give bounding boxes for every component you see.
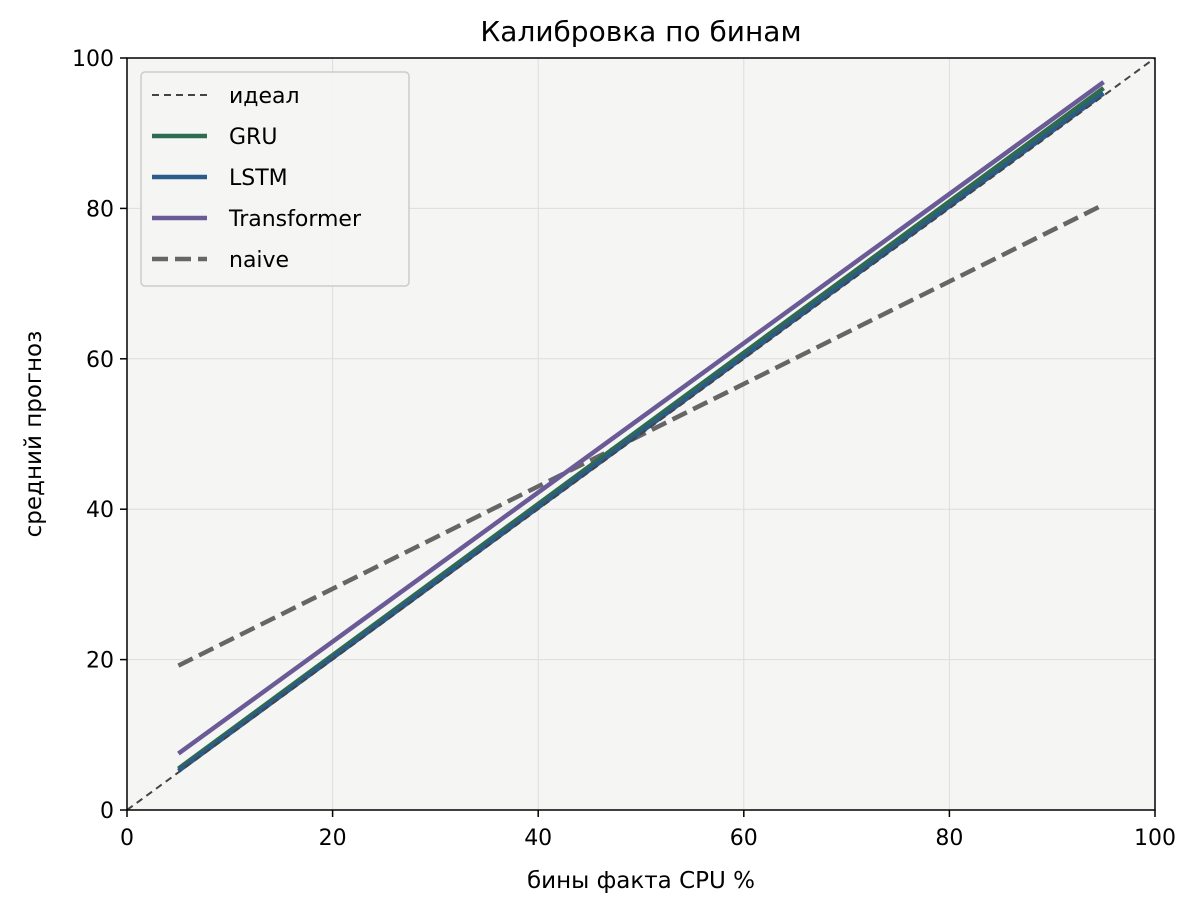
x-tick-label: 60	[730, 826, 758, 851]
series-line-lstm	[177, 91, 1105, 773]
y-tick-label: 100	[72, 47, 114, 72]
grid	[126, 57, 1156, 811]
x-tick-label: 0	[120, 826, 134, 851]
y-tick-label: 20	[86, 649, 114, 674]
y-tick-label: 0	[100, 799, 114, 824]
plot-frame	[126, 57, 1156, 811]
y-tick-label: 80	[86, 197, 114, 222]
x-tick-label: 40	[524, 826, 552, 851]
legend: идеал GRU LSTM Transformer naive	[140, 71, 410, 287]
x-tick-label: 100	[1134, 826, 1176, 851]
series-line-идеал	[127, 58, 1155, 810]
legend-label: Transformer	[228, 207, 362, 232]
series-layer	[127, 58, 1155, 810]
legend-label: LSTM	[229, 166, 288, 191]
ticks: 0 20 40 60 80 100 0 20 40 60 80 100	[72, 47, 1176, 851]
legend-label: GRU	[229, 125, 277, 150]
x-tick-label: 80	[935, 826, 963, 851]
y-tick-label: 40	[86, 498, 114, 523]
legend-label: идеал	[229, 84, 300, 109]
legend-label: naive	[229, 248, 289, 273]
y-axis-label: средний прогноз	[21, 331, 47, 538]
x-tick-label: 20	[319, 826, 347, 851]
y-tick-label: 60	[86, 348, 114, 373]
chart-title: Калибровка по бинам	[480, 15, 801, 48]
series-line-transformer	[177, 80, 1105, 756]
legend-frame	[140, 71, 410, 287]
x-axis-label: бины факта CPU %	[527, 868, 755, 894]
